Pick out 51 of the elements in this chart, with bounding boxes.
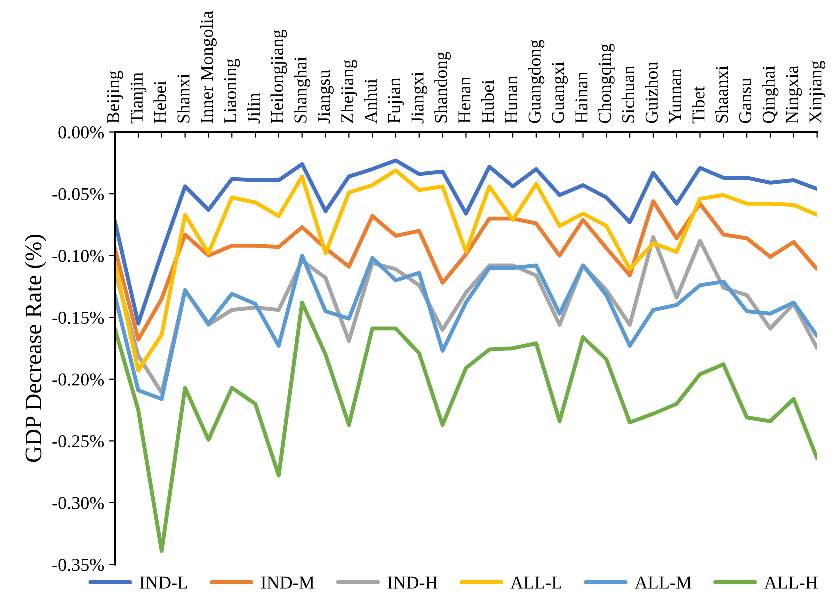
line-series	[115, 200, 818, 342]
x-tick-label: Ningxia	[786, 66, 802, 124]
legend-label: IND-H	[388, 576, 438, 589]
x-tick-label: Guangdong	[528, 40, 545, 124]
x-tick-label: Hebei	[154, 81, 166, 124]
x-tick-label: Henan	[458, 77, 471, 124]
x-tick-label: Shandong	[434, 52, 452, 123]
y-tick-label: -0.15%	[52, 312, 104, 324]
y-tick-label: -0.25%	[52, 435, 104, 448]
x-tick-label: Jilin	[247, 93, 260, 124]
x-tick-label: Guangxi	[552, 62, 568, 124]
x-tick-label: Heilongjiang	[270, 30, 288, 124]
x-tick-label: Shanghai	[294, 57, 311, 123]
x-tick-label: Tibet	[692, 86, 705, 124]
legend-label: ALL-H	[764, 576, 818, 589]
y-axis-title: GDP Decrease Rate (%)	[25, 234, 46, 462]
x-tick-label: Gansu	[739, 78, 752, 124]
y-tick-label: -0.10%	[52, 250, 104, 262]
line-series	[115, 168, 818, 373]
y-tick-label: -0.30%	[52, 497, 104, 510]
x-tick-label: Shaanxi	[716, 66, 728, 123]
x-tick-label: Hainan	[576, 72, 588, 124]
x-tick-label: Shanxi	[177, 74, 190, 123]
y-tick-label: -0.20%	[52, 374, 104, 386]
line-series	[115, 300, 818, 554]
x-tick-label: Guizhou	[645, 62, 658, 124]
x-tick-label: Xinjiang	[810, 61, 826, 124]
x-tick-label: Beijing	[107, 71, 124, 124]
legend-label: ALL-M	[635, 576, 692, 589]
x-tick-label: Sichuan	[622, 66, 635, 123]
legend-label: ALL-L	[510, 576, 562, 589]
x-tick-label: Qinghai	[762, 66, 779, 124]
y-tick-label: -0.05%	[52, 188, 104, 201]
x-tick-label: Tianjin	[130, 72, 147, 124]
x-tick-label: Inner Mongolia	[200, 11, 217, 124]
x-tick-label: Fujian	[388, 78, 404, 124]
x-tick-label: Anhui	[364, 79, 378, 124]
y-tick-label: 0.00%	[58, 126, 104, 139]
line-series	[115, 158, 818, 326]
x-tick-label: Jiangxi	[412, 72, 428, 124]
x-tick-label: Zhejiang	[340, 60, 358, 124]
y-tick-label: -0.35%	[52, 558, 104, 572]
x-tick-label: Yunnan	[669, 69, 682, 124]
x-tick-label: Liaoning	[224, 59, 240, 124]
line-series	[115, 254, 818, 402]
legend-label: IND-L	[140, 576, 188, 589]
x-tick-label: Hubei	[481, 80, 494, 124]
x-tick-label: Hunan	[506, 76, 518, 124]
legend-label: IND-M	[261, 576, 314, 589]
x-tick-label: Jiangsu	[318, 70, 334, 124]
x-tick-label: Chongqing	[598, 44, 615, 124]
